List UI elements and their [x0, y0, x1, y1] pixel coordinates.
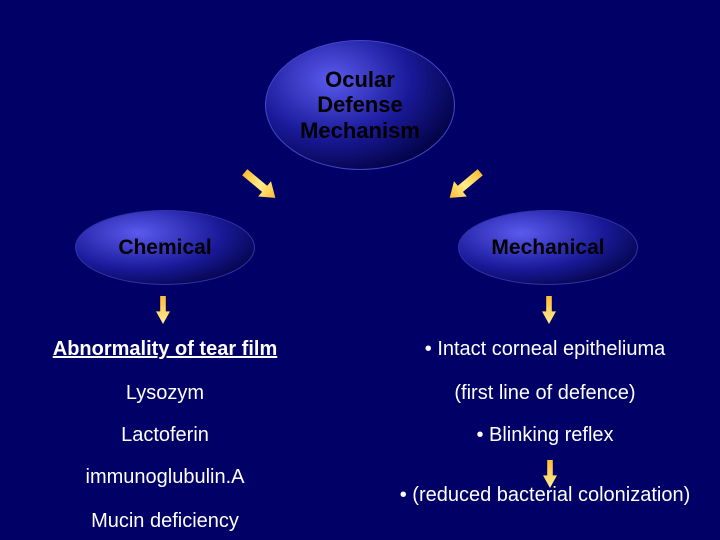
chemical-label: Chemical — [118, 236, 211, 260]
arrow-mechanical-down — [542, 296, 556, 324]
mechanical-node: Mechanical — [458, 210, 638, 285]
arrow-root-to-chemical — [238, 164, 281, 205]
mechanical-item-epithelium: • Intact corneal epitheliuma — [365, 338, 720, 361]
arrow-chemical-down — [156, 296, 170, 324]
arrow-root-to-mechanical — [443, 164, 486, 205]
chemical-item-lysozym: Lysozym — [15, 382, 315, 405]
mechanical-item-firstline: (first line of defence) — [365, 382, 720, 405]
chemical-item-igA: immunoglubulin.A — [15, 466, 315, 489]
chemical-node: Chemical — [75, 210, 255, 285]
chemical-item-mucin: Mucin deficiency — [15, 510, 315, 533]
mechanical-item-blinking: • Blinking reflex — [365, 424, 720, 447]
root-node: Ocular Defense Mechanism — [265, 40, 455, 170]
chemical-item-lactoferin: Lactoferin — [15, 424, 315, 447]
chemical-item-abnormality: Abnormality of tear film — [15, 338, 315, 361]
mechanical-item-bacterial: • (reduced bacterial colonization) — [365, 484, 720, 507]
root-label: Ocular Defense Mechanism — [300, 67, 420, 143]
mechanical-label: Mechanical — [491, 236, 604, 260]
